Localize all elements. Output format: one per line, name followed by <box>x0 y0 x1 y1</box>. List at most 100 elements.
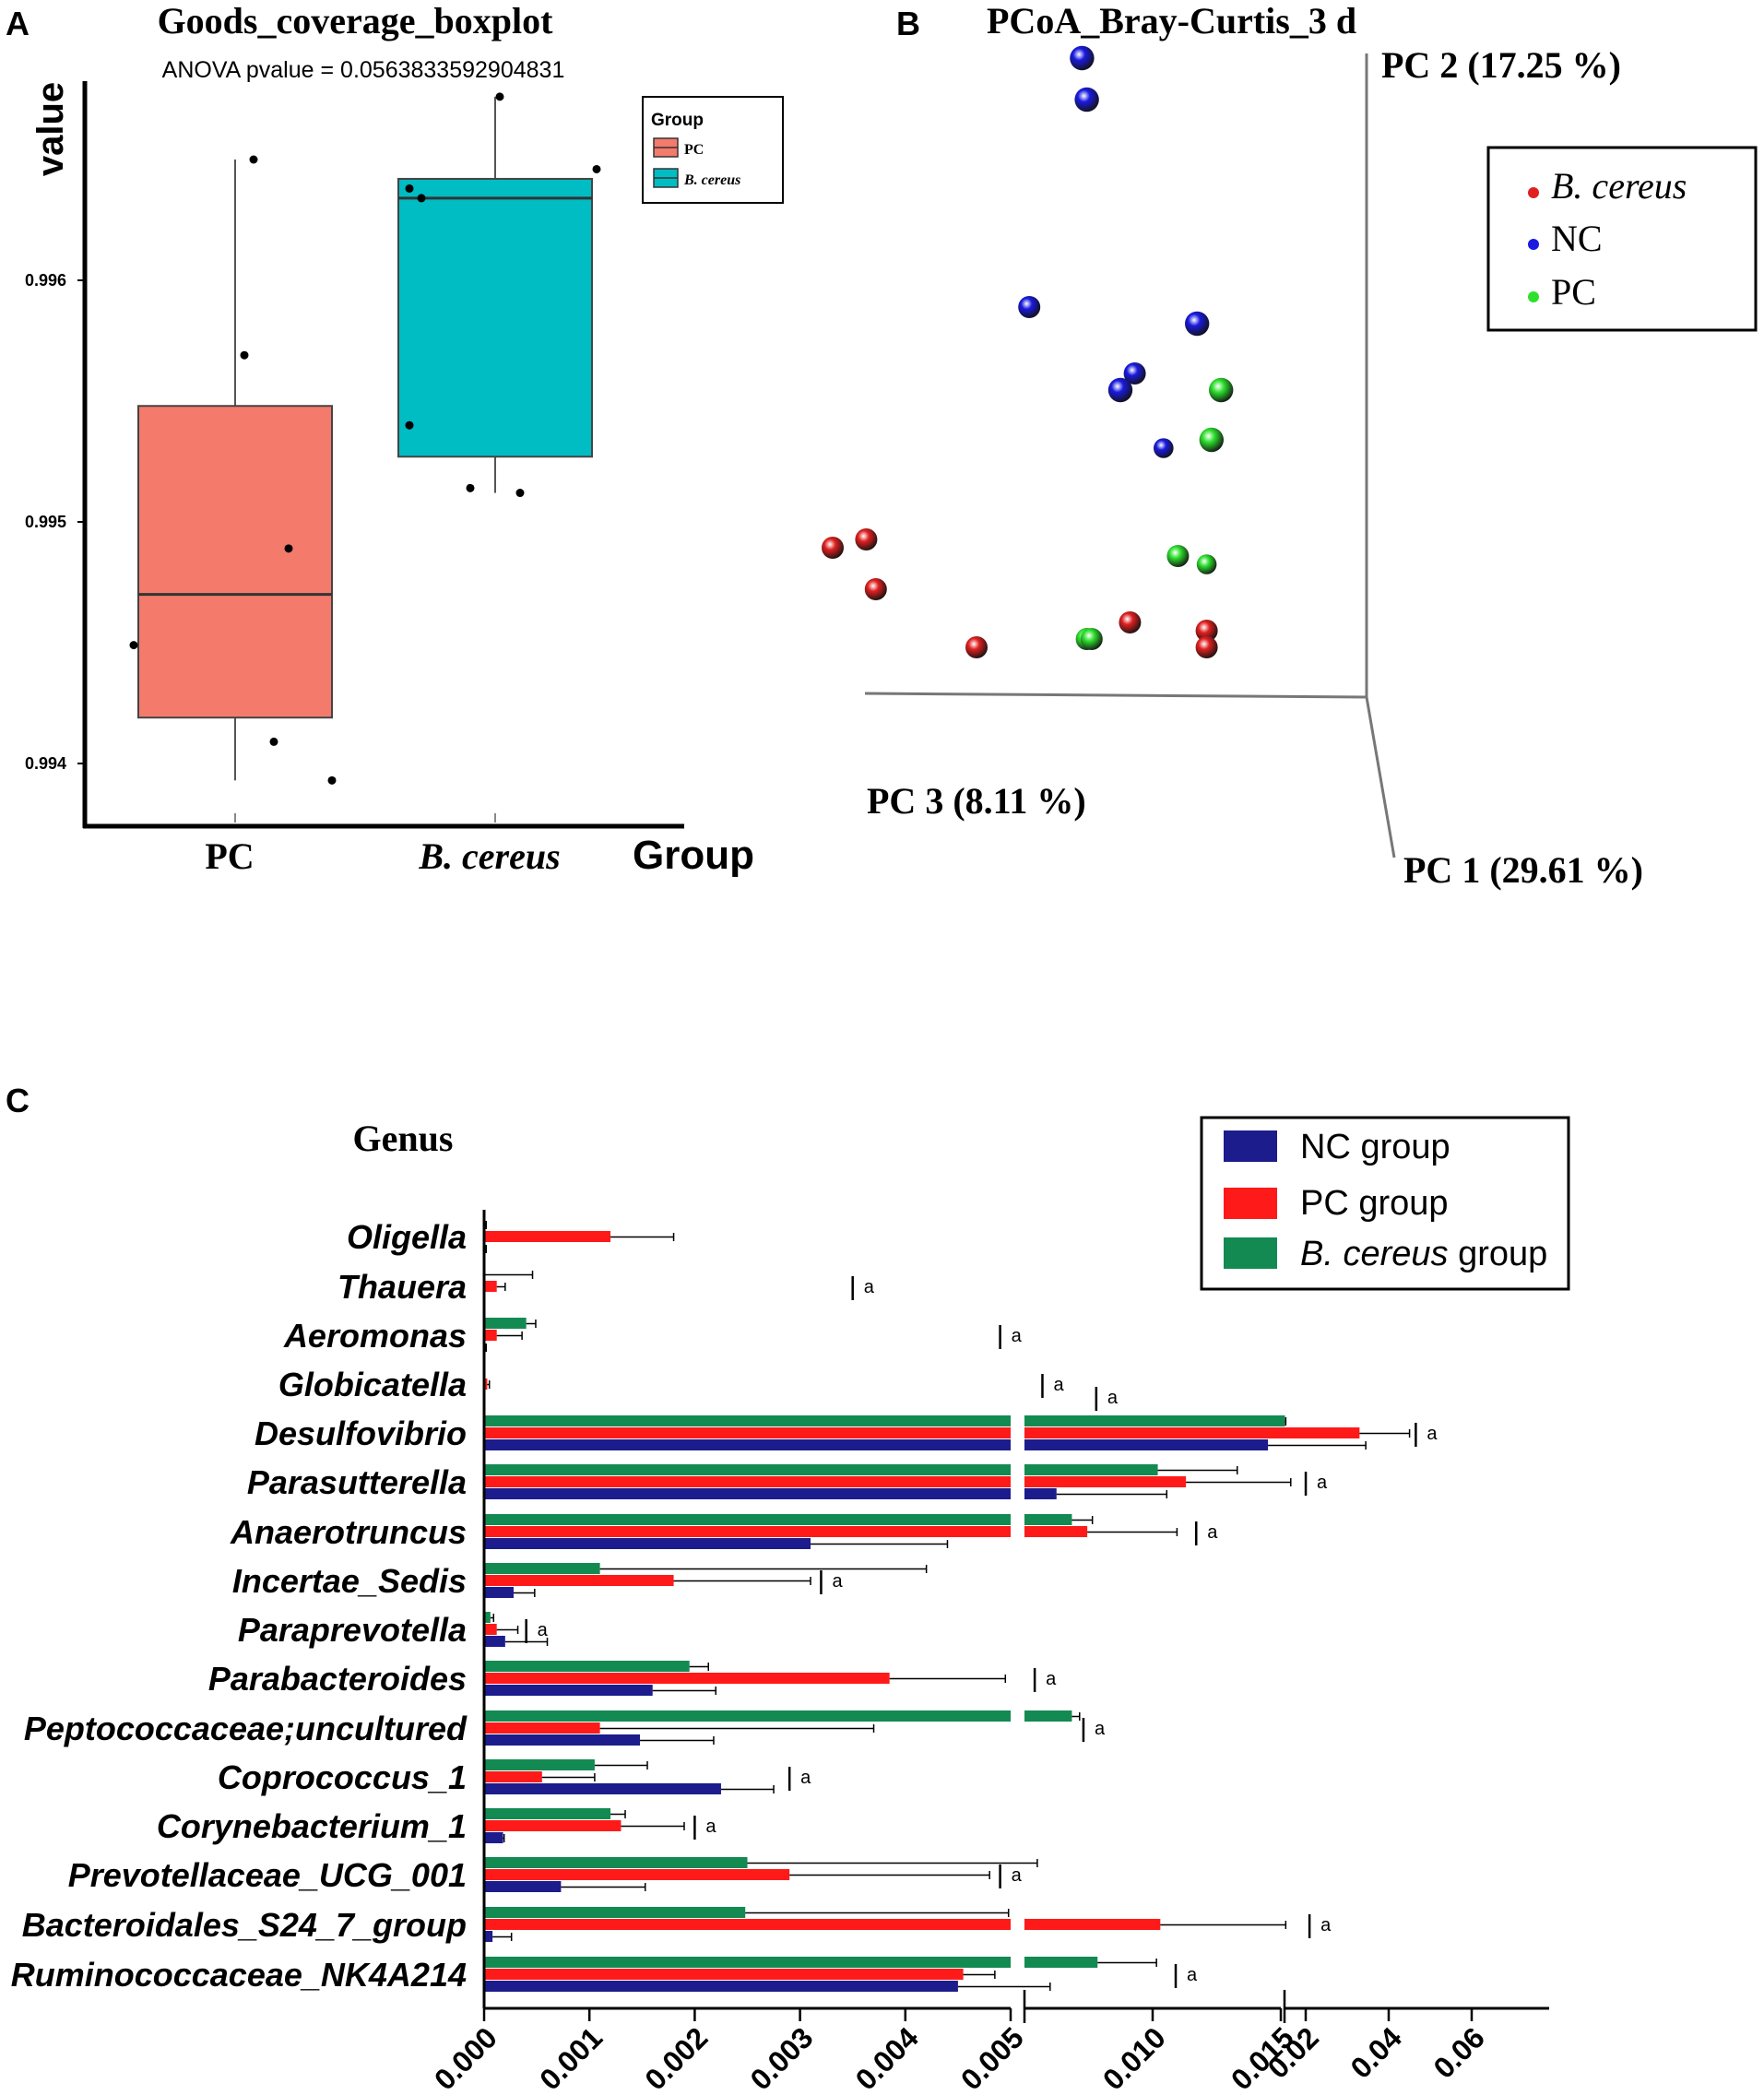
panel-b-point <box>1107 377 1133 403</box>
panel-b-legend-dot-bcereus <box>1528 187 1539 198</box>
panel-b-point <box>1195 620 1218 642</box>
panel-c-significance-label: a <box>1207 1522 1218 1543</box>
panel-a-point <box>515 489 525 498</box>
panel-a-ylabel: value <box>30 82 71 176</box>
panel-c-xtick-label: 0.04 <box>1344 2020 1408 2085</box>
panel-b-point <box>1074 87 1099 112</box>
panel-a-ytick-label: 0.996 <box>25 271 66 290</box>
panel-b-point <box>1195 636 1218 658</box>
panel-a-point <box>129 641 138 650</box>
panel-c-category-label: Prevotellaceae_UCG_001 <box>68 1856 467 1894</box>
panel-b-legend-dot-pc <box>1528 291 1539 302</box>
panel-a-point <box>405 183 414 193</box>
panel-c-bar <box>1024 1488 1057 1499</box>
panel-c-bar <box>484 1981 958 1992</box>
panel-a-title: Goods_coverage_boxplot <box>158 0 554 41</box>
panel-a-point <box>405 420 414 430</box>
panel-b-point <box>1199 427 1225 453</box>
panel-a-xlabel: Group <box>633 833 754 878</box>
panel-b-legend-dot-nc <box>1528 239 1539 250</box>
panel-c-bar <box>484 1820 622 1831</box>
panel-c-significance-label: a <box>1095 1719 1106 1739</box>
panel-c-legend-swatch-pc <box>1224 1188 1277 1219</box>
panel-c-bar <box>484 1281 497 1292</box>
panel-c-category-label: Thauera <box>337 1268 467 1306</box>
panel-c-bar <box>1024 1476 1187 1487</box>
panel-c-xtick-label: 0.002 <box>638 2020 714 2095</box>
panel-c-legend-label-pc: PC group <box>1300 1184 1449 1223</box>
panel-c-significance-label: a <box>1320 1915 1332 1935</box>
panel-c-category-label: Parasutterella <box>247 1463 467 1501</box>
panel-b-axis-pc3 <box>864 692 1367 699</box>
panel-c-bar <box>484 1673 890 1684</box>
panel-b-legend-label-nc: NC <box>1551 218 1603 259</box>
panel-c-category-label: Parabacteroides <box>208 1660 467 1698</box>
panel-b-point <box>965 636 988 658</box>
panel-c-bar <box>484 1722 600 1734</box>
panel-c-bar <box>484 1832 503 1843</box>
panel-c-legend-label-nc: NC group <box>1300 1128 1450 1166</box>
panel-c-bar <box>484 1969 964 1980</box>
panel-b-point <box>1080 628 1103 650</box>
panel-a-point <box>417 194 426 203</box>
panel-c-bar <box>484 1919 1011 1930</box>
panel-c-bar <box>484 1857 748 1868</box>
panel-c-bar <box>484 1624 497 1635</box>
panel-a-point <box>592 164 601 173</box>
panel-a-legend-label-pc: PC <box>684 142 704 158</box>
panel-c-category-label: Oligella <box>347 1218 467 1256</box>
panel-a-point <box>495 92 504 101</box>
panel-c-bar <box>484 1710 1011 1722</box>
panel-c-category-label: Ruminococcaceae_NK4A214 <box>11 1956 467 1994</box>
panel-c-bar <box>484 1636 505 1647</box>
panel-c-category-label: Aeromonas <box>283 1317 467 1355</box>
panel-c-bar <box>484 1957 1011 1968</box>
panel-c-bar <box>484 1464 1011 1475</box>
panel-b-point <box>864 578 887 600</box>
panel-b-point <box>822 537 844 559</box>
panel-c-xtick-label: 0.06 <box>1427 2020 1490 2084</box>
panel-c-significance-label: a <box>1053 1375 1064 1395</box>
panel-b-pc3-label: PC 3 (8.11 %) <box>867 780 1086 822</box>
panel-b-point <box>1070 45 1095 71</box>
panel-b-legend-label-pc: PC <box>1551 271 1596 313</box>
panel-c-significance-label: a <box>1012 1326 1023 1346</box>
panel-b-point <box>1166 545 1190 567</box>
panel-c-category-label: Bacteroidales_S24_7_group <box>22 1906 467 1944</box>
panel-c-bar <box>484 1476 1011 1487</box>
panel-c-bar <box>1024 1957 1098 1968</box>
panel-b-letter: B <box>896 5 920 42</box>
panel-b-pcoa: B PCoA_Bray-Curtis_3 d PC 2 (17.25 %) PC… <box>822 0 1758 891</box>
panel-a-legend-title: Group <box>651 111 704 130</box>
panel-c-bar <box>484 1759 595 1770</box>
panel-c-bar <box>484 1488 1011 1499</box>
panel-c-bar <box>484 1514 1011 1525</box>
panel-c-bar <box>484 1575 674 1586</box>
panel-c-legend-swatch-nc <box>1224 1130 1277 1162</box>
panel-c-xtick-label: 0.004 <box>849 2020 925 2095</box>
panel-c-bar <box>484 1907 746 1918</box>
panel-b-pc1-label: PC 1 (29.61 %) <box>1403 849 1643 891</box>
panel-c-category-label: Incertae_Sedis <box>232 1562 467 1600</box>
panel-c-bar <box>1024 1710 1072 1722</box>
panel-a-box <box>137 405 333 719</box>
panel-c-significance-label: a <box>1046 1669 1057 1689</box>
panel-c-bar <box>1024 1439 1269 1450</box>
panel-c-bar <box>484 1931 493 1942</box>
panel-a-subtitle: ANOVA pvalue = 0.0563833592904831 <box>162 57 565 83</box>
panel-c-significance-label: a <box>1317 1473 1328 1493</box>
panel-c-category-label: Corynebacterium_1 <box>157 1807 467 1845</box>
panel-b-pc2-label: PC 2 (17.25 %) <box>1381 44 1621 86</box>
panel-b-point <box>855 528 878 550</box>
panel-c-title: Genus <box>353 1118 454 1159</box>
panel-b-legend: B. cereus NC PC <box>1486 146 1758 332</box>
panel-c-bar <box>484 1330 497 1341</box>
panel-c-xtick-label: 0.000 <box>428 2020 503 2095</box>
panel-c-bar <box>484 1231 611 1242</box>
panel-c-significance-label: a <box>538 1620 549 1640</box>
panel-c-legend-label-bc: B. cereus group <box>1300 1235 1547 1273</box>
panel-c-significance-label: a <box>1427 1424 1438 1444</box>
panel-c-xtick-label: 0.003 <box>743 2020 819 2095</box>
panel-c-bar <box>1024 1415 1285 1426</box>
